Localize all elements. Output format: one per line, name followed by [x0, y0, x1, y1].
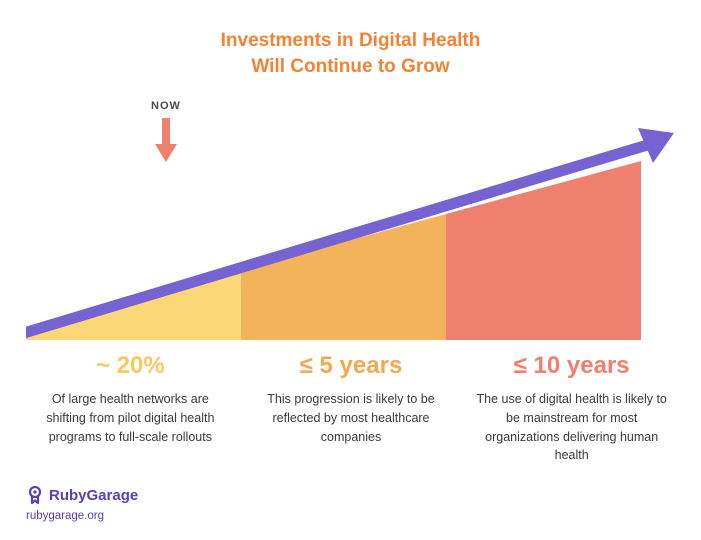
brand: RubyGarage — [26, 486, 138, 504]
now-marker: NOW — [151, 100, 181, 162]
stat-desc-2: The use of digital health is likely to b… — [473, 390, 670, 465]
growth-chart: NOW — [26, 100, 676, 345]
title-line-2: Will Continue to Grow — [251, 56, 449, 77]
brand-logo-icon — [26, 486, 44, 504]
title-line-1: Investments in Digital Health — [221, 30, 481, 51]
footer: RubyGarage rubygarage.org — [26, 486, 138, 522]
segment-10-years — [446, 161, 641, 340]
stat-desc-1: This progression is likely to be reflect… — [253, 390, 450, 446]
stat-column-2: ≤ 10 years The use of digital health is … — [467, 352, 676, 465]
stat-value-1: ≤ 5 years — [253, 352, 450, 380]
now-label: NOW — [151, 100, 181, 112]
stat-desc-0: Of large health networks are shifting fr… — [32, 390, 229, 446]
stat-value-0: ~ 20% — [32, 352, 229, 380]
brand-name: RubyGarage — [49, 487, 138, 504]
growth-chart-svg — [26, 100, 676, 345]
page-title: Investments in Digital Health Will Conti… — [0, 0, 701, 79]
stat-column-0: ~ 20% Of large health networks are shift… — [26, 352, 235, 465]
stat-column-1: ≤ 5 years This progression is likely to … — [247, 352, 456, 465]
stat-columns: ~ 20% Of large health networks are shift… — [26, 352, 676, 465]
stat-value-2: ≤ 10 years — [473, 352, 670, 380]
brand-url: rubygarage.org — [26, 510, 138, 522]
down-arrow-icon — [155, 118, 177, 162]
